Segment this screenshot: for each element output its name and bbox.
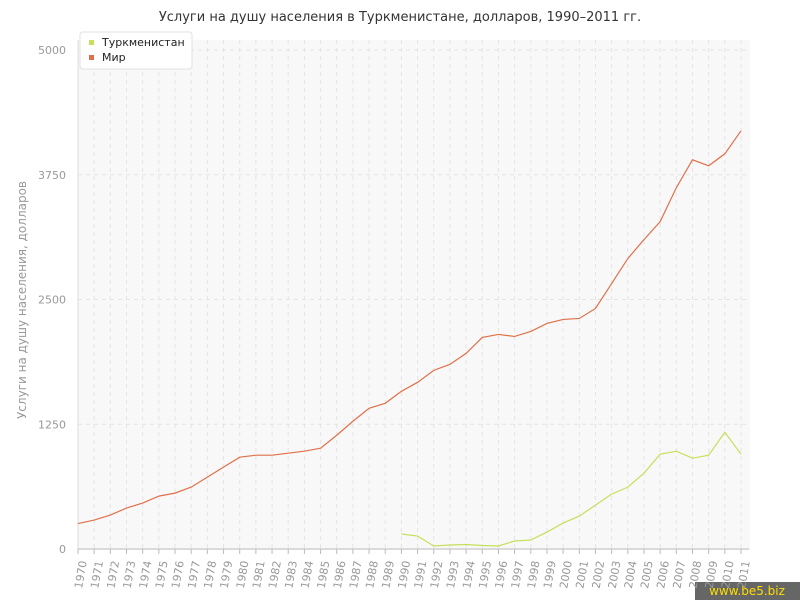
x-tick-label: 1979 — [218, 560, 236, 590]
x-tick-label: 2011 — [735, 560, 753, 590]
x-tick-label: 2010 — [719, 560, 737, 590]
x-tick-label: 1996 — [493, 560, 511, 590]
x-tick-label: 2005 — [638, 560, 656, 590]
x-tick-label: 1991 — [412, 560, 430, 590]
x-tick-label: 2008 — [687, 560, 705, 590]
x-tick-label: 1974 — [137, 560, 155, 590]
x-tick-label: 2003 — [606, 560, 624, 590]
x-tick-label: 1980 — [234, 560, 252, 590]
x-tick-label: 1981 — [250, 560, 268, 590]
chart-title: Услуги на душу населения в Туркменистане… — [159, 10, 641, 25]
x-tick-label: 1997 — [509, 560, 527, 590]
y-axis-label: Услуги на душу населения, долларов — [15, 181, 29, 419]
y-tick-label: 1250 — [38, 418, 66, 431]
x-tick-label: 2001 — [573, 560, 591, 590]
x-tick-label: 2002 — [590, 560, 608, 590]
x-tick-label: 2004 — [622, 560, 640, 590]
x-tick-label: 1990 — [396, 560, 414, 590]
x-tick-label: 2009 — [703, 560, 721, 590]
legend-marker — [89, 55, 94, 60]
x-tick-label: 1995 — [476, 560, 494, 590]
x-tick-label: 1984 — [299, 560, 317, 590]
x-tick-label: 2006 — [654, 560, 672, 590]
watermark-bg — [695, 582, 800, 600]
legend-label: Туркменистан — [101, 36, 185, 49]
x-tick-label: 1975 — [153, 560, 171, 590]
x-tick-label: 1986 — [331, 560, 349, 590]
x-tick-label: 1987 — [347, 560, 365, 590]
legend-marker — [89, 40, 94, 45]
y-tick-label: 3750 — [38, 169, 66, 182]
x-tick-label: 1999 — [541, 560, 559, 590]
series-line — [77, 130, 742, 525]
x-tick-label: 1972 — [104, 560, 122, 590]
x-tick-label: 1985 — [315, 560, 333, 590]
x-tick-label: 1971 — [88, 560, 106, 590]
x-tick-label: 1978 — [202, 560, 220, 590]
x-tick-label: 1973 — [121, 560, 139, 590]
x-tick-label: 1994 — [460, 560, 478, 590]
y-tick-label: 0 — [59, 543, 66, 556]
x-tick-label: 1976 — [169, 560, 187, 590]
y-tick-label: 5000 — [38, 44, 66, 57]
x-tick-label: 1988 — [363, 560, 381, 590]
x-tick-label: 1982 — [266, 560, 284, 590]
x-tick-label: 1970 — [72, 560, 90, 590]
plot-area — [78, 40, 750, 550]
x-tick-label: 1989 — [379, 560, 397, 590]
y-tick-label: 2500 — [38, 294, 66, 307]
series-line — [401, 431, 742, 547]
watermark: www.be5.biz — [709, 584, 785, 598]
x-tick-label: 2007 — [670, 560, 688, 590]
x-tick-label: 1998 — [525, 560, 543, 590]
legend-box — [79, 31, 193, 70]
x-tick-label: 2000 — [557, 560, 575, 590]
x-tick-label: 1993 — [444, 560, 462, 590]
x-tick-label: 1977 — [185, 560, 203, 590]
x-tick-label: 1992 — [428, 560, 446, 590]
legend-label: Мир — [102, 51, 126, 64]
x-tick-label: 1983 — [282, 560, 300, 590]
